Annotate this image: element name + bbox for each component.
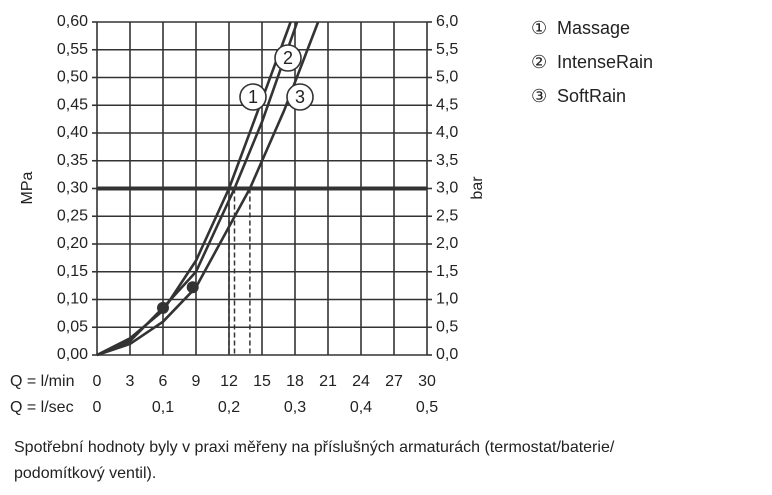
y2-axis-label: bar xyxy=(469,176,486,200)
legend-marker: ① xyxy=(531,18,547,38)
curve-label-circle xyxy=(239,83,267,111)
x2-tick-label: 0,1 xyxy=(152,399,174,416)
y2-tick-label: 1,5 xyxy=(436,263,458,280)
x-tick-label: 30 xyxy=(418,373,436,390)
x-tick-label: 12 xyxy=(220,373,238,390)
x2-tick-label: 0,5 xyxy=(416,399,438,416)
curve-label: 2 xyxy=(283,48,293,68)
y2-tick-label: 2,0 xyxy=(436,235,458,252)
y2-tick-label: 4,5 xyxy=(436,96,458,113)
y-tick-label: 0,60 xyxy=(57,13,88,30)
legend-marker: ③ xyxy=(531,86,547,106)
y-tick-label: 0,25 xyxy=(57,207,88,224)
note: podomítkový ventil). xyxy=(14,465,156,482)
y2-tick-label: 5,0 xyxy=(436,69,458,86)
curve-label-circle xyxy=(286,83,314,111)
x2-tick-label: 0,2 xyxy=(218,399,240,416)
y-tick-label: 0,05 xyxy=(57,318,88,335)
legend-label: SoftRain xyxy=(557,86,626,106)
y-tick-label: 0,10 xyxy=(57,291,88,308)
point xyxy=(186,281,199,294)
x2-tick-label: 0,3 xyxy=(284,399,306,416)
legend-label: Massage xyxy=(557,18,630,38)
y2-tick-label: 0,5 xyxy=(436,318,458,335)
legend-marker: ② xyxy=(531,52,547,72)
x-row-label: Q = l/min xyxy=(10,373,74,390)
y2-tick-label: 3,0 xyxy=(436,180,458,197)
y-tick-label: 0,45 xyxy=(57,96,88,113)
note: Spotřební hodnoty byly v praxi měřeny na… xyxy=(14,439,615,456)
x-tick-label: 9 xyxy=(192,373,201,390)
y2-tick-label: 4,0 xyxy=(436,124,458,141)
curve-label: 3 xyxy=(295,87,305,107)
y2-tick-label: 3,5 xyxy=(436,152,458,169)
x-tick-label: 27 xyxy=(385,373,403,390)
curve-label: 1 xyxy=(248,87,258,107)
x-tick-label: 15 xyxy=(253,373,271,390)
x2-tick-label: 0 xyxy=(93,399,102,416)
x-tick-label: 21 xyxy=(319,373,337,390)
x2-tick-label: 0,4 xyxy=(350,399,372,416)
x-tick-label: 0 xyxy=(93,373,102,390)
x-tick-label: 24 xyxy=(352,373,370,390)
y-tick-label: 0,35 xyxy=(57,152,88,169)
y-tick-label: 0,30 xyxy=(57,180,88,197)
series-line xyxy=(96,21,299,357)
y-tick-label: 0,50 xyxy=(57,69,88,86)
y-tick-label: 0,20 xyxy=(57,235,88,252)
y2-tick-label: 6,0 xyxy=(436,13,458,30)
y2-tick-label: 2,5 xyxy=(436,207,458,224)
y-tick-label: 0,00 xyxy=(57,346,88,363)
x-tick-label: 3 xyxy=(126,373,135,390)
curve-label-circle xyxy=(274,44,302,72)
y-tick-label: 0,55 xyxy=(57,41,88,58)
x-tick-label: 18 xyxy=(286,373,304,390)
point xyxy=(157,301,169,314)
y-tick-label: 0,40 xyxy=(57,124,88,141)
legend-label: IntenseRain xyxy=(557,52,653,72)
y-axis-label: MPa xyxy=(19,171,36,204)
y2-tick-label: 1,0 xyxy=(436,291,458,308)
y-tick-label: 0,15 xyxy=(57,263,88,280)
x-tick-label: 6 xyxy=(159,373,168,390)
y2-tick-label: 0,0 xyxy=(436,346,458,363)
y2-tick-label: 5,5 xyxy=(436,41,458,58)
x2-row-label: Q = l/sec xyxy=(10,399,74,416)
